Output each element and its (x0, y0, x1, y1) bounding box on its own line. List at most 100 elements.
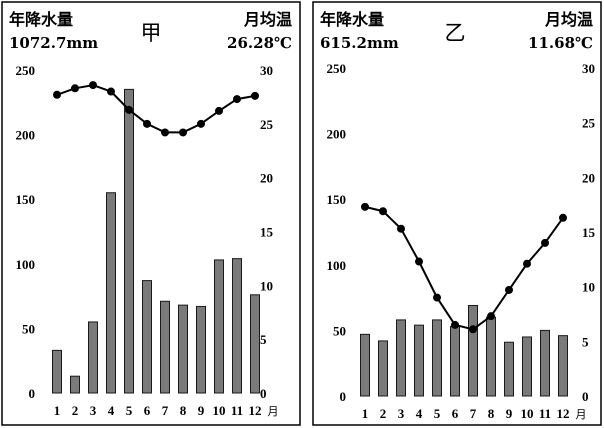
month-tick: 5 (126, 403, 133, 418)
left-axis-tick: 200 (327, 127, 347, 142)
climate-chart-1: 年降水量 1072.7mm 甲 月均温 26.28℃ 0 50 100 150 200 250 0 5 1… (1, 1, 301, 426)
left-axis-tick: 100 (16, 257, 36, 272)
right-axis-tick: 0 (582, 389, 589, 404)
month-tick: 6 (144, 403, 151, 418)
month-tick: 4 (416, 406, 423, 421)
left-axis-tick: 150 (16, 192, 36, 207)
temperature-point (89, 81, 97, 90)
temperature-point (469, 325, 477, 334)
month-tick: 12 (249, 403, 262, 418)
precip-bar (142, 280, 152, 394)
temp-label: 月均温 (243, 10, 292, 29)
temperature-point (559, 213, 567, 222)
temperature-point (523, 259, 531, 268)
precip-label: 年降水量 (320, 10, 384, 29)
month-tick: 8 (180, 403, 187, 418)
temperature-point (415, 257, 423, 266)
left-axis-tick: 0 (29, 386, 36, 401)
left-axis-tick: 50 (333, 323, 346, 338)
month-tick: 2 (72, 403, 79, 418)
right-axis-tick: 5 (260, 332, 267, 347)
right-axis-tick: 15 (582, 225, 596, 240)
climate-chart-2: 年降水量 615.2mm 乙 月均温 11.68℃ 0 50 100 150 200 250 0 5 10… (312, 1, 602, 426)
right-axis-tick: 20 (582, 170, 595, 185)
month-tick: 3 (90, 403, 97, 418)
right-axis-tick: 15 (260, 225, 274, 240)
temperature-point (125, 105, 133, 114)
month-unit: 月 (268, 405, 279, 418)
temperature-point (71, 84, 79, 93)
chart-frame (312, 1, 602, 426)
left-axis-tick: 200 (16, 128, 36, 143)
month-tick: 2 (380, 406, 387, 421)
precip-bar (540, 329, 550, 397)
temperature-line (56, 84, 256, 134)
left-axis-tick: 250 (327, 61, 347, 76)
precip-bar (124, 88, 134, 394)
precip-bar (106, 192, 116, 394)
temperature-point (197, 119, 205, 128)
precip-bar (196, 305, 206, 394)
temperature-point (251, 91, 259, 100)
month-tick: 8 (488, 406, 495, 421)
month-tick: 1 (54, 403, 61, 418)
month-tick: 6 (452, 406, 459, 421)
temperature-point (487, 312, 495, 321)
temperature-point (233, 95, 241, 104)
precip-bar (414, 324, 424, 397)
right-axis-tick: 5 (582, 334, 589, 349)
right-axis-tick: 25 (260, 117, 274, 132)
precip-bar (160, 300, 170, 394)
right-axis-tick: 20 (260, 171, 273, 186)
precip-label: 年降水量 (9, 10, 73, 29)
temperature-point (541, 238, 549, 247)
precip-bar (360, 333, 370, 397)
right-axis-tick: 30 (582, 61, 595, 76)
chart-title: 甲 (141, 21, 162, 45)
precip-bar (432, 319, 442, 397)
right-axis-tick: 25 (582, 116, 596, 131)
chart-frame (1, 1, 301, 426)
temp-mean: 11.68℃ (528, 34, 593, 52)
left-axis-tick: 100 (327, 258, 347, 273)
month-tick: 9 (506, 406, 513, 421)
precip-bar (558, 335, 568, 397)
month-tick: 11 (539, 406, 551, 421)
precip-bar (504, 341, 514, 397)
precip-bar (396, 319, 406, 397)
temperature-point (161, 128, 169, 137)
precip-bar (52, 349, 62, 394)
temperature-point (107, 87, 115, 96)
chart-title: 乙 (445, 21, 466, 45)
month-tick: 12 (557, 406, 570, 421)
month-unit: 月 (576, 408, 587, 421)
temperature-point (451, 320, 459, 329)
temperature-point (53, 90, 61, 99)
month-tick: 1 (362, 406, 369, 421)
month-tick: 9 (198, 403, 205, 418)
precip-bar (178, 304, 188, 394)
temperature-line (364, 205, 564, 331)
left-axis-tick: 50 (22, 321, 35, 336)
month-tick: 7 (470, 406, 477, 421)
precip-bar (486, 316, 496, 397)
temperature-point (143, 119, 151, 128)
precip-total: 1072.7mm (9, 34, 98, 52)
month-tick: 10 (213, 403, 226, 418)
right-axis-tick: 30 (260, 63, 273, 78)
precip-bar (232, 258, 242, 394)
precip-bar (70, 375, 80, 394)
right-axis-tick: 10 (260, 278, 273, 293)
temperature-point (397, 224, 405, 233)
precip-bar (214, 259, 224, 394)
right-axis-tick: 10 (582, 280, 595, 295)
month-tick: 11 (231, 403, 243, 418)
temperature-point (379, 207, 387, 216)
month-tick: 7 (162, 403, 169, 418)
month-tick: 5 (434, 406, 441, 421)
precip-bar (468, 304, 478, 397)
precip-bar (450, 325, 460, 397)
precip-bar (378, 340, 388, 397)
month-tick: 10 (521, 406, 534, 421)
